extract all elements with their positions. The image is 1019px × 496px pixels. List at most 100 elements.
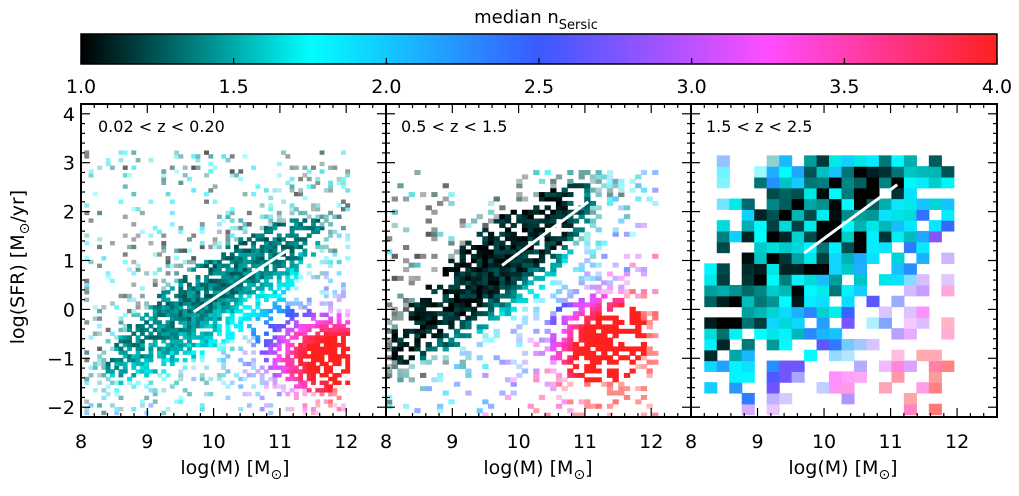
heatmap-cell: [916, 284, 930, 297]
heatmap-cell: [487, 297, 495, 303]
heatmap-cell: [285, 180, 291, 186]
heatmap-cell: [152, 388, 158, 393]
heatmap-cell: [476, 284, 483, 290]
heatmap-cell: [391, 209, 398, 215]
heatmap-cell: [779, 392, 793, 405]
heatmap-cell: [135, 357, 141, 363]
heatmap-cell: [281, 297, 286, 302]
heatmap-cell: [779, 166, 793, 178]
heatmap-cell: [225, 354, 231, 359]
heatmap-cell: [448, 289, 455, 295]
heatmap-cell: [246, 286, 252, 291]
heatmap-cell: [208, 324, 214, 329]
heatmap-cell: [328, 308, 334, 314]
colorbar-tick-label: 4.0: [982, 76, 1012, 98]
heatmap-cell: [234, 324, 239, 329]
heatmap-cell: [941, 198, 955, 210]
heatmap-cell: [174, 278, 180, 284]
heatmap-cell: [195, 286, 201, 291]
heatmap-cell: [572, 227, 580, 233]
heatmap-cell: [191, 342, 197, 348]
heatmap-cell: [567, 178, 574, 184]
heatmap-cell: [766, 338, 780, 351]
heatmap-cell: [122, 252, 128, 257]
heatmap-cell: [550, 346, 557, 352]
heatmap-cell: [741, 263, 755, 275]
heatmap-cell: [315, 365, 321, 370]
heatmap-cell: [263, 263, 269, 269]
heatmap-cell: [92, 316, 98, 321]
heatmap-cell: [572, 267, 580, 273]
heatmap-cell: [584, 337, 591, 343]
heatmap-cell: [866, 220, 880, 232]
heatmap-cell: [766, 360, 780, 372]
heatmap-cell: [139, 399, 145, 404]
heatmap-cell: [941, 176, 955, 189]
heatmap-cell: [584, 403, 591, 409]
heatmap-cell: [169, 327, 175, 333]
heatmap-cell: [550, 280, 557, 286]
heatmap-cell: [139, 210, 145, 216]
heatmap-cell: [595, 377, 602, 383]
heatmap-cell: [431, 231, 438, 237]
heatmap-cell: [169, 308, 175, 314]
heatmap-cell: [101, 388, 107, 393]
heatmap-cell: [829, 187, 843, 200]
heatmap-cell: [567, 355, 574, 361]
heatmap-cell: [276, 293, 282, 299]
heatmap-cell: [195, 154, 201, 159]
heatmap-cell: [225, 297, 231, 302]
heatmap-cell: [88, 373, 94, 378]
heatmap-cell: [521, 214, 529, 220]
heatmap-cell: [251, 373, 257, 378]
heatmap-cell: [336, 407, 342, 412]
heatmap-cell: [544, 328, 551, 334]
heatmap-cell: [425, 302, 432, 308]
heatmap-cell: [414, 275, 421, 281]
heatmap-cell: [589, 293, 597, 299]
heatmap-cell: [487, 236, 495, 242]
heatmap-cell: [161, 312, 167, 318]
colorbar-title-main: median n: [474, 7, 559, 28]
heatmap-cell: [242, 248, 248, 253]
heatmap-cell: [255, 263, 261, 269]
heatmap-cell: [276, 373, 282, 378]
heatmap-cell: [561, 236, 568, 242]
heatmap-cell: [442, 355, 449, 361]
heatmap-cell: [414, 337, 421, 343]
heatmap-cell: [397, 275, 404, 281]
heatmap-cell: [555, 289, 563, 295]
heatmap-cell: [199, 225, 205, 231]
heatmap-cell: [853, 155, 868, 167]
heatmap-cell: [555, 377, 563, 383]
heatmap-cell: [397, 346, 404, 352]
heatmap-cell: [891, 198, 905, 210]
heatmap-cell: [841, 263, 855, 275]
heatmap-cell: [816, 338, 830, 351]
heatmap-cell: [419, 311, 427, 317]
heatmap-cell: [829, 230, 843, 243]
heatmap-cell: [419, 297, 427, 303]
heatmap-cell: [829, 166, 843, 178]
heatmap-cell: [510, 315, 517, 321]
heatmap-cell: [623, 346, 631, 352]
heatmap-cell: [499, 267, 506, 273]
heatmap-cell: [302, 241, 308, 246]
heatmap-cell: [510, 280, 517, 286]
heatmap-cell: [459, 271, 466, 277]
heatmap-cell: [238, 274, 244, 280]
heatmap-cell: [414, 262, 421, 268]
heatmap-cell: [306, 339, 312, 344]
heatmap-cell: [521, 227, 529, 233]
heatmap-cell: [928, 155, 942, 167]
heatmap-cell: [816, 166, 830, 178]
heatmap-cell: [238, 169, 244, 174]
heatmap-cell: [212, 316, 218, 321]
heatmap-cell: [135, 354, 141, 359]
heatmap-cell: [941, 317, 955, 329]
heatmap-cell: [186, 259, 192, 265]
heatmap-cell: [866, 187, 880, 200]
heatmap-cell: [182, 342, 188, 348]
heatmap-cell: [442, 196, 449, 202]
heatmap-cell: [152, 391, 158, 397]
